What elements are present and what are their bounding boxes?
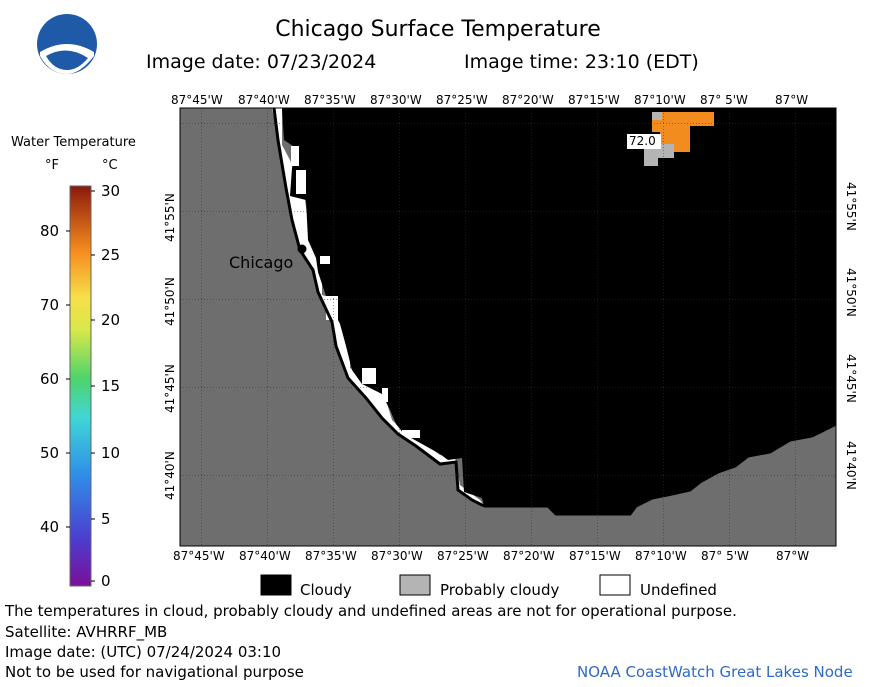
- celsius-tick: 15: [101, 377, 121, 395]
- bottom-lon-tick: 87°35'W: [305, 549, 357, 563]
- color-bar: [69, 185, 92, 587]
- celsius-tick: 10: [101, 444, 121, 462]
- celsius-tick: 5: [101, 510, 111, 528]
- page-title: Chicago Surface Temperature: [275, 17, 601, 42]
- key-label-probably-cloudy: Probably cloudy: [440, 581, 560, 599]
- top-lon-tick: 87°15'W: [568, 93, 620, 107]
- right-lat-tick: 41°50'N: [844, 268, 858, 317]
- left-lat-tick: 41°45'N: [163, 364, 177, 413]
- top-lon-tick: 87°10'W: [634, 93, 686, 107]
- top-lon-tick: 87°40'W: [238, 93, 290, 107]
- fahrenheit-tick: 70: [40, 296, 60, 314]
- unit-celsius: °C: [102, 158, 118, 173]
- left-lat-tick: 41°55'N: [163, 193, 177, 242]
- bottom-lon-tick: 87°40'W: [239, 549, 291, 563]
- unit-fahrenheit: °F: [45, 158, 59, 173]
- right-lat-tick: 41°55'N: [844, 182, 858, 231]
- temp-label: 72.0: [629, 134, 656, 148]
- top-lon-tick: 87°45'W: [171, 93, 223, 107]
- bottom-lon-tick: 87°10'W: [635, 549, 687, 563]
- left-lat-tick: 41°50'N: [163, 277, 177, 326]
- utc-date-text: Image date: (UTC) 07/24/2024 03:10: [5, 643, 282, 661]
- key-label-undefined: Undefined: [640, 581, 717, 599]
- chicago-marker: [297, 244, 307, 254]
- graticule: [180, 108, 836, 546]
- key-label-cloudy: Cloudy: [300, 581, 352, 599]
- bottom-lon-tick: 87°20'W: [503, 549, 555, 563]
- credit-text: NOAA CoastWatch Great Lakes Node: [577, 663, 853, 681]
- left-lat-tick: 41°40'N: [163, 451, 177, 500]
- fahrenheit-tick: 60: [40, 370, 60, 388]
- celsius-tick: 0: [101, 572, 111, 590]
- fahrenheit-tick: 40: [40, 518, 60, 536]
- top-lon-tick: 87°30'W: [370, 93, 422, 107]
- fahrenheit-tick: 50: [40, 444, 60, 462]
- fahrenheit-tick: 80: [40, 222, 60, 240]
- image-date: Image date: 07/23/2024: [146, 51, 377, 73]
- city-label: Chicago: [229, 253, 294, 272]
- celsius-tick: 30: [101, 182, 121, 200]
- bottom-lon-tick: 87°30'W: [371, 549, 423, 563]
- disclaimer-text: The temperatures in cloud, probably clou…: [5, 602, 737, 620]
- image-time: Image time: 23:10 (EDT): [464, 51, 699, 73]
- top-lon-tick: 87° 5'W: [700, 93, 748, 107]
- right-lat-tick: 41°45'N: [844, 354, 858, 403]
- color-bar-ticks: [66, 190, 95, 582]
- top-lon-tick: 87°W: [775, 93, 809, 107]
- noaa-logo: [37, 14, 97, 74]
- celsius-tick: 20: [101, 311, 121, 329]
- bottom-lon-tick: 87°15'W: [569, 549, 621, 563]
- celsius-tick: 25: [101, 246, 121, 264]
- key-swatch-undefined: [599, 574, 631, 596]
- key-swatch-probably-cloudy: [399, 574, 431, 596]
- top-lon-tick: 87°25'W: [436, 93, 488, 107]
- right-lat-tick: 41°40'N: [844, 441, 858, 490]
- top-lon-tick: 87°20'W: [502, 93, 554, 107]
- bottom-lon-tick: 87°W: [776, 549, 810, 563]
- navigation-warning: Not to be used for navigational purpose: [5, 663, 304, 681]
- satellite-text: Satellite: AVHRRF_MB: [5, 623, 168, 641]
- legend-title: Water Temperature: [11, 135, 136, 150]
- bottom-lon-tick: 87°25'W: [437, 549, 489, 563]
- bottom-lon-tick: 87° 5'W: [701, 549, 749, 563]
- bottom-lon-tick: 87°45'W: [173, 549, 225, 563]
- top-lon-tick: 87°35'W: [304, 93, 356, 107]
- key-swatch-cloudy: [260, 574, 292, 596]
